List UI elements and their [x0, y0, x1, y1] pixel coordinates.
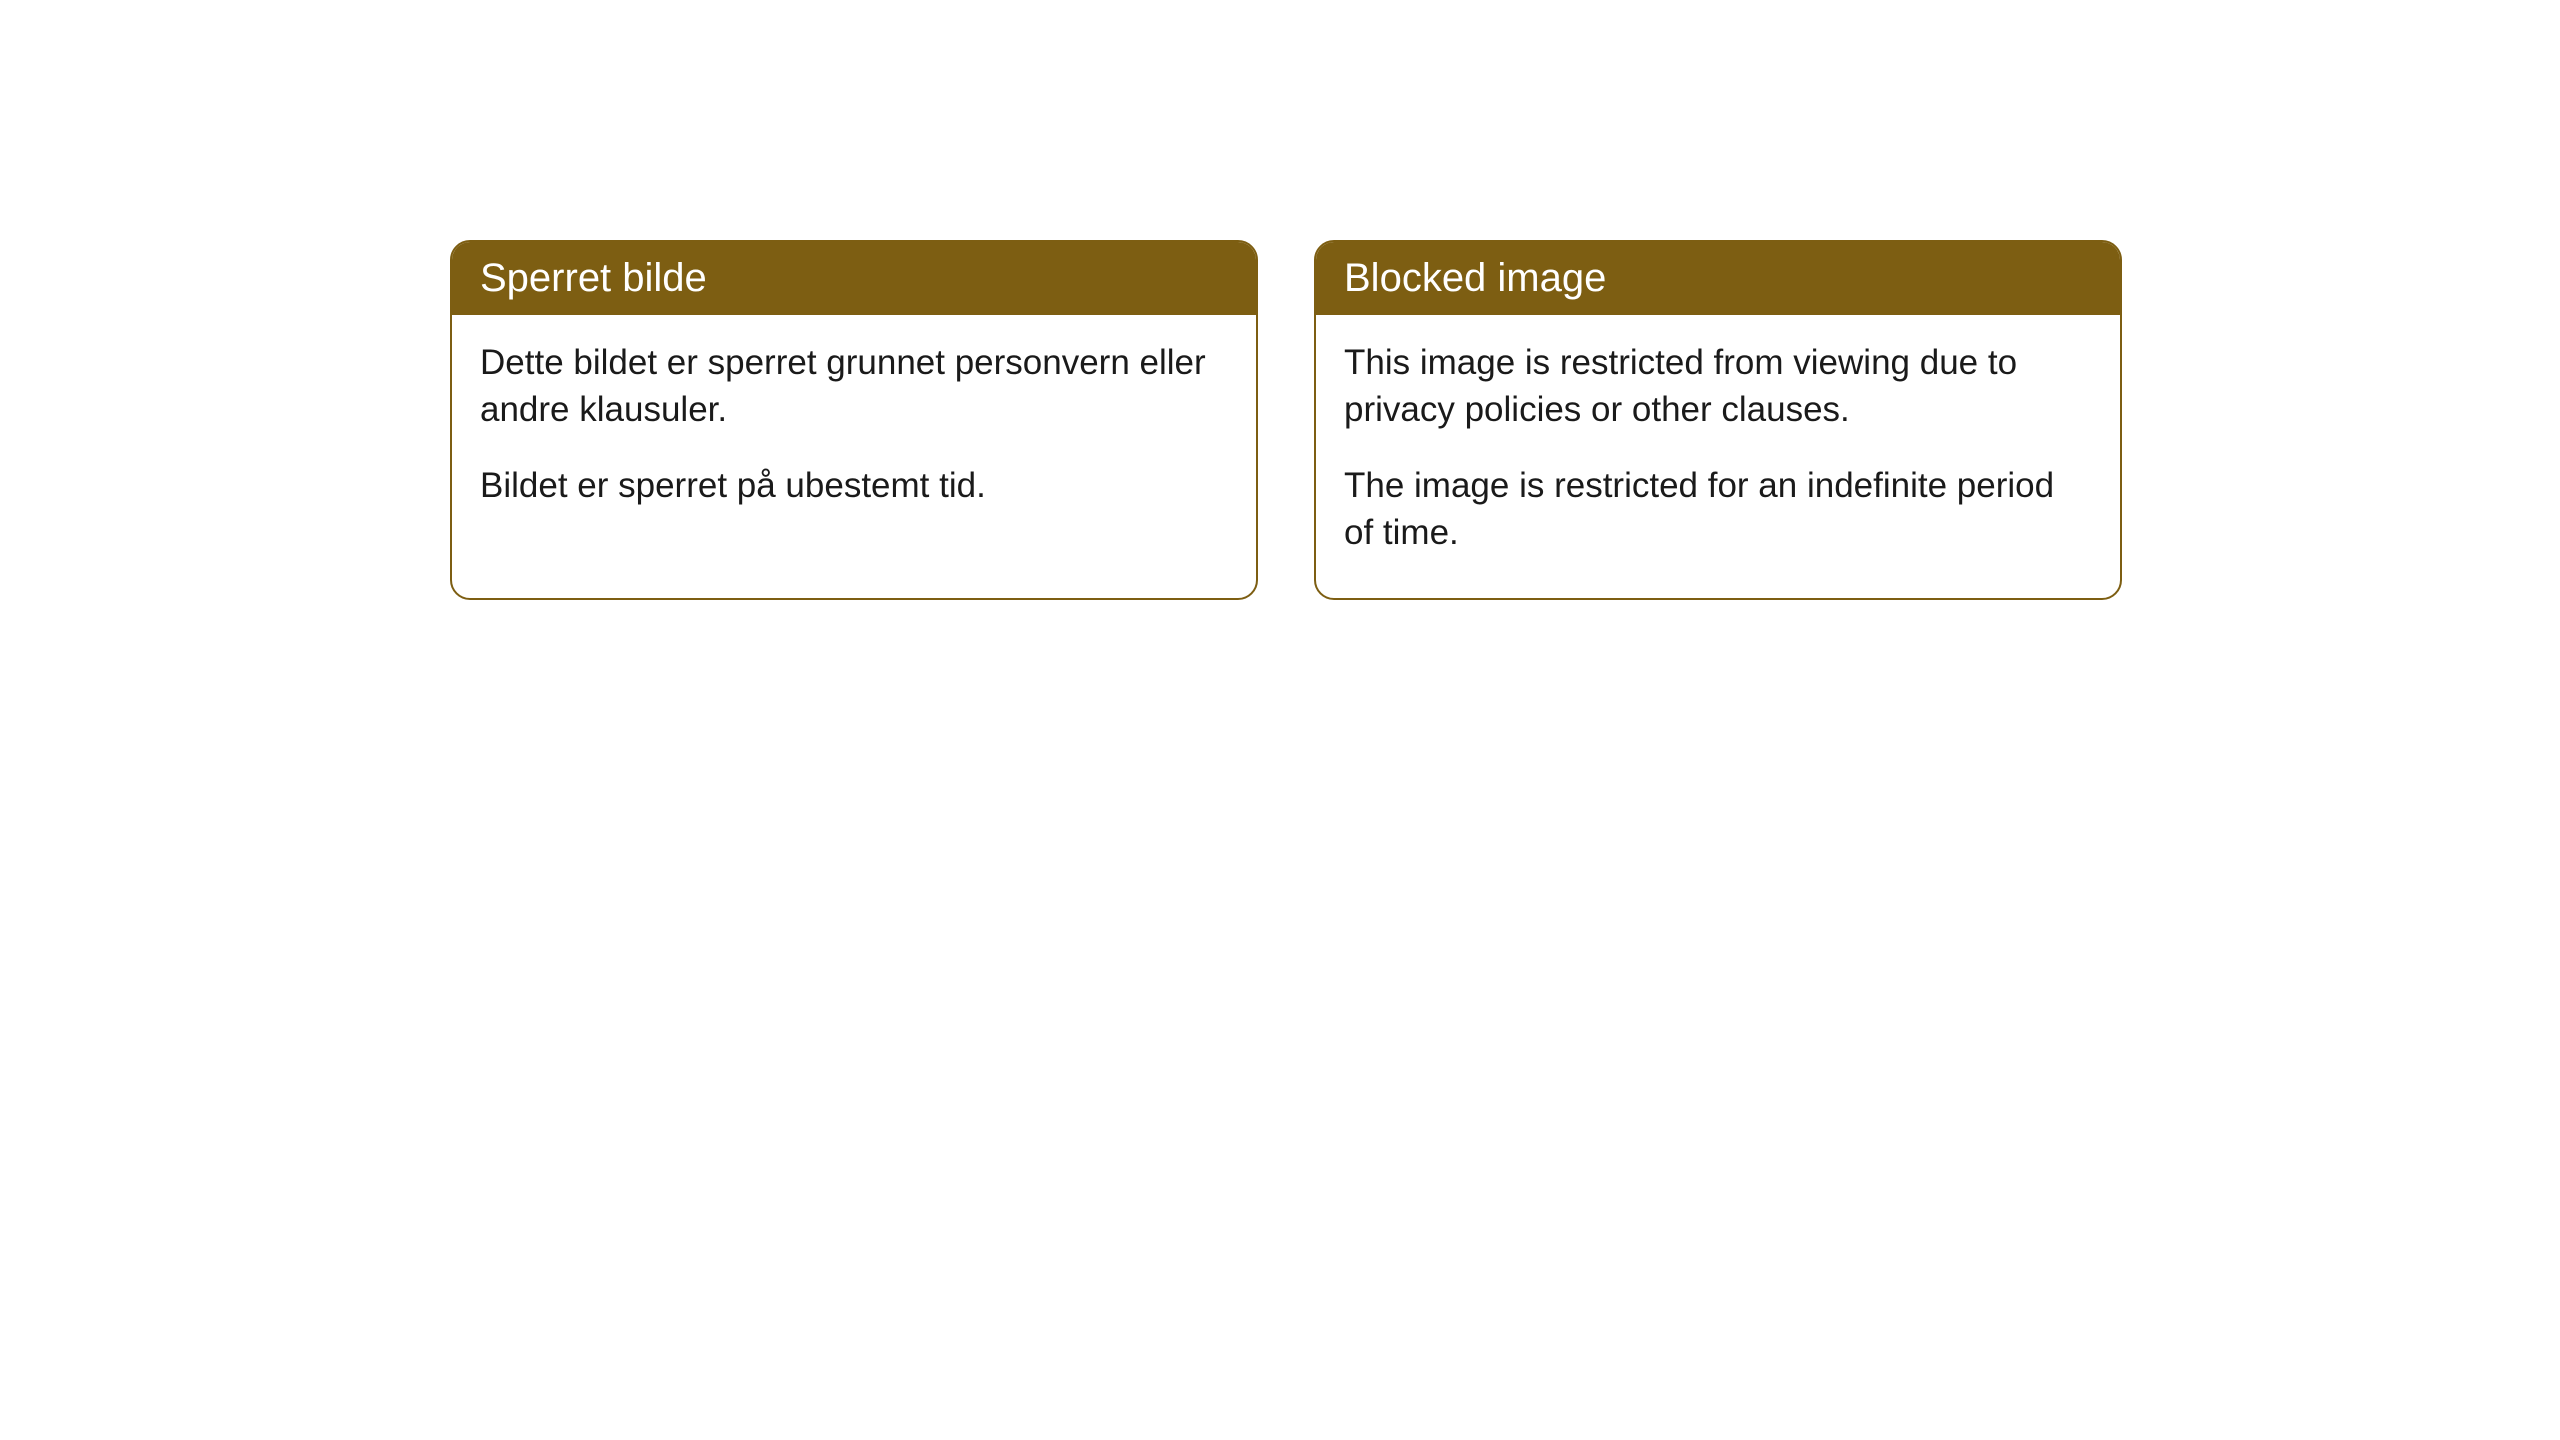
- card-header: Sperret bilde: [452, 242, 1256, 315]
- card-paragraph: The image is restricted for an indefinit…: [1344, 462, 2092, 557]
- card-title: Sperret bilde: [480, 256, 707, 300]
- card-paragraph: This image is restricted from viewing du…: [1344, 339, 2092, 434]
- card-header: Blocked image: [1316, 242, 2120, 315]
- card-body: Dette bildet er sperret grunnet personve…: [452, 315, 1256, 551]
- notice-cards-container: Sperret bilde Dette bildet er sperret gr…: [450, 240, 2122, 600]
- card-body: This image is restricted from viewing du…: [1316, 315, 2120, 598]
- blocked-image-card-english: Blocked image This image is restricted f…: [1314, 240, 2122, 600]
- card-paragraph: Bildet er sperret på ubestemt tid.: [480, 462, 1228, 509]
- card-title: Blocked image: [1344, 256, 1606, 300]
- blocked-image-card-norwegian: Sperret bilde Dette bildet er sperret gr…: [450, 240, 1258, 600]
- card-paragraph: Dette bildet er sperret grunnet personve…: [480, 339, 1228, 434]
